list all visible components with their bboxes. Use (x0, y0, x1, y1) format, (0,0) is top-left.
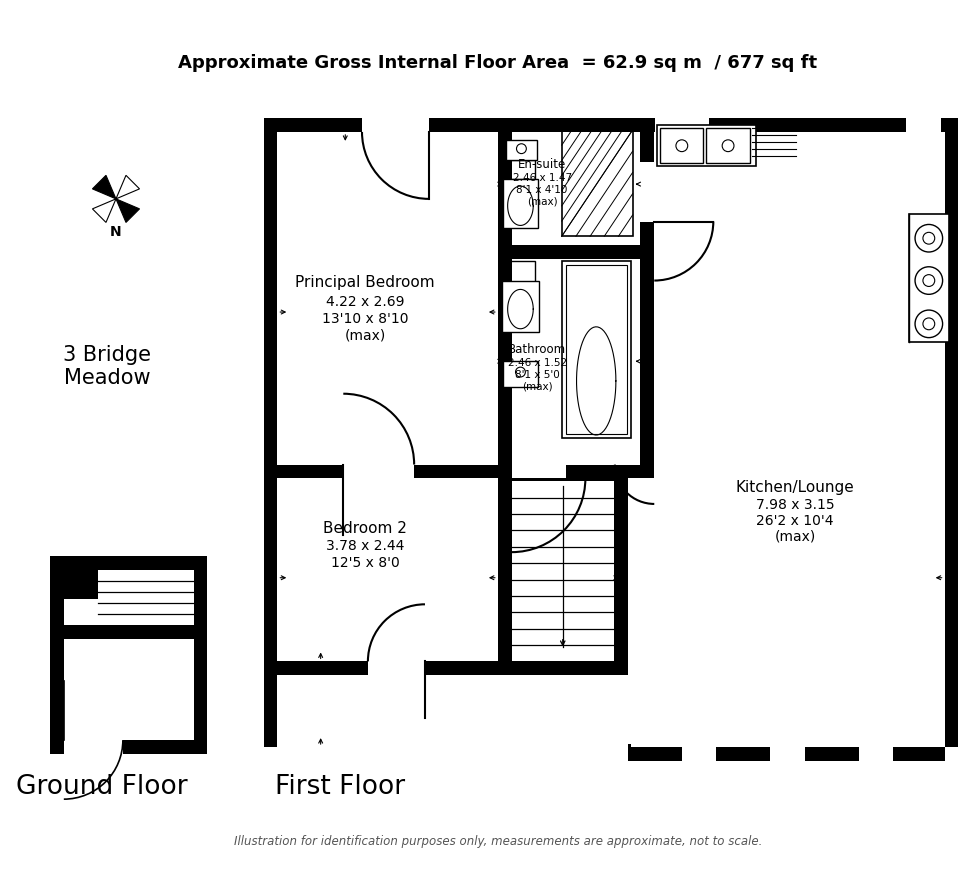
Bar (264, 118, 958, 132)
Bar (50, 556, 208, 570)
Circle shape (516, 144, 526, 153)
Text: 8'1 x 4'10: 8'1 x 4'10 (516, 185, 567, 195)
Bar (641, 162, 655, 222)
Bar (64, 570, 98, 599)
Circle shape (915, 310, 943, 337)
Bar (656, 118, 710, 132)
Bar (264, 661, 368, 675)
Bar (562, 130, 633, 237)
Circle shape (923, 275, 935, 286)
Text: 7.98 x 3.15: 7.98 x 3.15 (756, 498, 834, 512)
Bar (503, 180, 538, 229)
Text: (max): (max) (344, 328, 385, 343)
Bar (909, 214, 949, 342)
Polygon shape (116, 199, 139, 223)
Text: (max): (max) (527, 197, 558, 207)
Bar (512, 464, 565, 478)
Text: Principal Bedroom: Principal Bedroom (295, 275, 435, 290)
Bar (506, 261, 535, 283)
Text: 2.46 x 1.52: 2.46 x 1.52 (508, 358, 566, 368)
Bar (343, 464, 415, 478)
Bar (565, 265, 627, 434)
Circle shape (676, 140, 688, 152)
Bar (562, 261, 631, 438)
Bar (50, 740, 208, 754)
Bar (498, 464, 655, 478)
Bar (264, 118, 277, 760)
Text: Bedroom 2: Bedroom 2 (323, 521, 407, 536)
Bar (264, 747, 958, 760)
Text: En-suite: En-suite (518, 158, 566, 171)
Bar (506, 159, 535, 180)
Polygon shape (92, 199, 116, 223)
Bar (425, 747, 498, 760)
Bar (716, 747, 770, 760)
Bar (264, 747, 958, 760)
Text: First Floor: First Floor (275, 774, 406, 801)
Text: Illustration for identification purposes only, measurements are approximate, not: Illustration for identification purposes… (233, 835, 762, 848)
Bar (613, 468, 628, 675)
Text: 13'10 x 8'10: 13'10 x 8'10 (321, 312, 409, 326)
Bar (503, 361, 538, 387)
Bar (628, 747, 658, 760)
Bar (50, 556, 64, 754)
Bar (502, 280, 539, 332)
Bar (945, 118, 958, 760)
Bar (641, 245, 655, 464)
Text: (max): (max) (774, 529, 815, 543)
Bar (658, 125, 756, 166)
Bar (628, 744, 631, 760)
Circle shape (915, 224, 943, 252)
Bar (707, 128, 750, 164)
Circle shape (915, 267, 943, 294)
Text: Kitchen/Lounge: Kitchen/Lounge (736, 480, 855, 495)
Text: 4.22 x 2.69: 4.22 x 2.69 (325, 295, 404, 309)
Text: 8'1 x 5'0: 8'1 x 5'0 (514, 370, 560, 380)
Text: 26'2 x 10'4: 26'2 x 10'4 (757, 513, 834, 527)
Text: N: N (110, 225, 122, 239)
Circle shape (722, 140, 734, 152)
Text: Bathroom: Bathroom (508, 343, 566, 356)
Text: Approximate Gross Internal Floor Area  = 62.9 sq m  / 677 sq ft: Approximate Gross Internal Floor Area = … (178, 54, 817, 72)
Circle shape (923, 232, 935, 244)
Bar (906, 118, 941, 132)
Bar (264, 747, 958, 760)
Bar (498, 661, 628, 675)
Bar (194, 556, 208, 754)
Polygon shape (92, 175, 116, 199)
Bar (805, 747, 858, 760)
Bar (264, 747, 368, 760)
Bar (641, 118, 655, 259)
Text: (max): (max) (522, 382, 553, 392)
Bar (362, 118, 429, 132)
Polygon shape (116, 175, 139, 199)
Bar (716, 747, 945, 760)
Text: Ground Floor: Ground Floor (17, 774, 188, 801)
Text: 12'5 x 8'0: 12'5 x 8'0 (330, 556, 399, 570)
Bar (425, 661, 512, 675)
Bar (498, 118, 512, 464)
Bar (64, 740, 122, 754)
Bar (661, 128, 704, 164)
Bar (498, 468, 628, 481)
Bar (506, 140, 537, 159)
Text: 2.46 x 1.47: 2.46 x 1.47 (513, 173, 571, 183)
Bar (498, 464, 512, 675)
Text: 3.78 x 2.44: 3.78 x 2.44 (325, 540, 404, 554)
Circle shape (515, 367, 525, 377)
Bar (498, 245, 655, 259)
Bar (64, 625, 194, 639)
Text: 3 Bridge
Meadow: 3 Bridge Meadow (63, 344, 151, 388)
Circle shape (923, 318, 935, 329)
Bar (894, 747, 945, 760)
Bar (628, 747, 682, 760)
Bar (264, 464, 512, 478)
